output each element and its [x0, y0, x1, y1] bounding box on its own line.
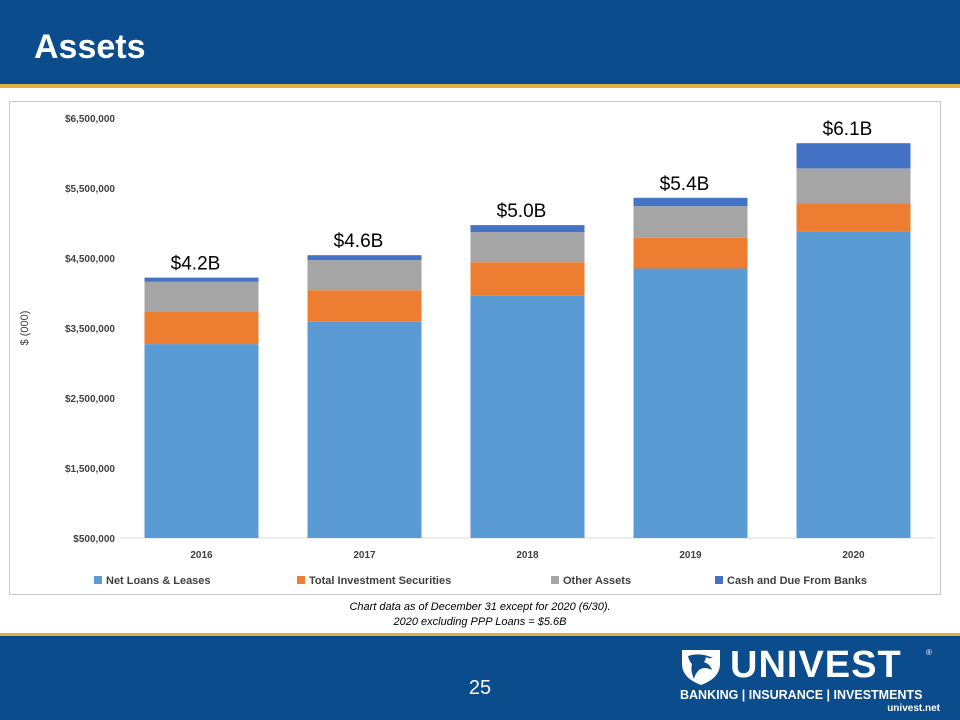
- bar-2018-cash-and-due-from-banks: [470, 225, 585, 233]
- bar-2020-total-investment-securities: [796, 203, 911, 232]
- header-divider: [0, 84, 960, 88]
- footer-bar: [0, 636, 960, 720]
- bar-2017-cash-and-due-from-banks: [307, 255, 422, 261]
- legend-swatch: [715, 576, 723, 584]
- footer-divider: [0, 633, 960, 636]
- y-tick-label: $2,500,000: [65, 394, 115, 405]
- bar-2019-cash-and-due-from-banks: [633, 197, 748, 207]
- footnote-data-date: Chart data as of December 31 except for …: [349, 601, 611, 613]
- bar-2016-other-assets: [144, 281, 259, 312]
- bar-2019-total-investment-securities: [633, 237, 748, 269]
- y-tick-label: $6,500,000: [65, 114, 115, 125]
- bar-2016-net-loans-leases: [144, 344, 259, 538]
- header-bar: Assets: [0, 0, 960, 84]
- bar-2017-other-assets: [307, 260, 422, 291]
- bar-2016-cash-and-due-from-banks: [144, 277, 259, 282]
- univest-logo: UNIVEST ® BANKING | INSURANCE | INVESTME…: [678, 646, 940, 714]
- logo-url: univest.net: [887, 703, 940, 714]
- total-label-2018: $5.0B: [497, 201, 547, 222]
- legend-swatch: [94, 576, 102, 584]
- x-tick-label: 2019: [679, 550, 702, 561]
- y-tick-label: $5,500,000: [65, 184, 115, 195]
- bar-2018-total-investment-securities: [470, 262, 585, 296]
- chart-frame: $500,000 $1,500,000 $2,500,000 $3,500,000 $4…: [9, 101, 941, 595]
- x-tick-label: 2016: [190, 550, 213, 561]
- total-label-2017: $4.6B: [334, 231, 384, 252]
- y-tick-label: $1,500,000: [65, 464, 115, 475]
- x-tick-label: 2018: [516, 550, 539, 561]
- y-tick-label: $500,000: [73, 534, 115, 545]
- bar-2018-net-loans-leases: [470, 295, 585, 538]
- y-tick-label: $4,500,000: [65, 254, 115, 265]
- page-number: 25: [468, 677, 492, 699]
- total-label-2020: $6.1B: [823, 119, 873, 140]
- y-tick-label: $3,500,000: [65, 324, 115, 335]
- bar-2016-total-investment-securities: [144, 311, 259, 345]
- footnote-ppp: 2020 excluding PPP Loans = $5.6B: [393, 616, 567, 628]
- legend-label: Cash and Due From Banks: [727, 575, 867, 587]
- bar-2017-net-loans-leases: [307, 321, 422, 538]
- x-tick-label: 2020: [842, 550, 865, 561]
- assets-stacked-bar-chart: $500,000 $1,500,000 $2,500,000 $3,500,000 $4…: [19, 114, 935, 587]
- bar-2017-total-investment-securities: [307, 290, 422, 322]
- bar-2020-net-loans-leases: [796, 231, 911, 538]
- legend-label: Total Investment Securities: [309, 575, 451, 587]
- eagle-shield-icon: [682, 650, 720, 685]
- total-label-2016: $4.2B: [171, 254, 221, 275]
- page-title: Assets: [34, 28, 146, 66]
- bar-2020-other-assets: [796, 168, 911, 204]
- logo-wordmark: UNIVEST: [730, 644, 902, 686]
- legend-label: Net Loans & Leases: [106, 575, 211, 587]
- total-label-2019: $5.4B: [660, 174, 710, 195]
- bar-2019-other-assets: [633, 206, 748, 238]
- bar-2019-net-loans-leases: [633, 268, 748, 538]
- legend-swatch: [297, 576, 305, 584]
- bar-2018-other-assets: [470, 232, 585, 263]
- y-axis-title: $ (000): [19, 311, 31, 346]
- x-tick-label: 2017: [353, 550, 376, 561]
- logo-registered-mark: ®: [926, 648, 932, 657]
- legend-swatch: [551, 576, 559, 584]
- logo-tagline: BANKING | INSURANCE | INVESTMENTS: [680, 688, 923, 702]
- bar-2020-cash-and-due-from-banks: [796, 143, 911, 169]
- legend-label: Other Assets: [563, 575, 631, 587]
